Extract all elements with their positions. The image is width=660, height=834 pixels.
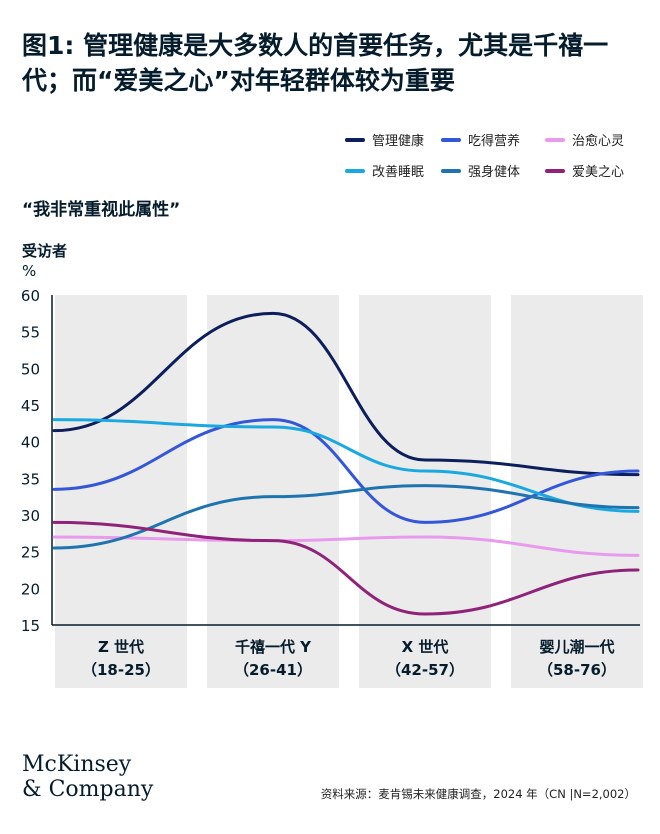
series-line-强身健体 — [52, 484, 640, 550]
category-band — [359, 295, 491, 688]
logo-line-1: McKinsey — [22, 752, 132, 777]
y-tick-label: 50 — [21, 360, 40, 378]
legend: 管理健康 吃得营养 治愈心灵 改善睡眠 强身健体 爱美之心 — [345, 130, 645, 180]
line-chart: 60 55 50 45 40 35 30 25 20 15 Z 世代 （18-25） 千禧一代 Y （26… — [21, 287, 643, 688]
legend-label: 治愈心灵 — [572, 134, 625, 149]
legend-item-改善睡眠: 改善睡眠 — [345, 161, 441, 180]
y-tick-label: 35 — [21, 470, 40, 488]
series-line-改善睡眠 — [52, 418, 640, 513]
x-tick-label: 婴儿潮一代 — [539, 638, 614, 656]
legend-item-强身健体: 强身健体 — [441, 161, 545, 180]
chart-title: 图1: 管理健康是大多数人的首要任务，尤其是千禧一代；而“爱美之心”对年轻群体较… — [22, 31, 609, 95]
y-axis-unit: % — [22, 262, 37, 280]
x-tick-range: （58-76） — [538, 661, 616, 679]
x-tick-label: 千禧一代 Y — [235, 638, 312, 656]
legend-label: 爱美之心 — [572, 165, 625, 180]
category-band — [207, 295, 339, 688]
y-tick-label: 45 — [21, 397, 40, 415]
y-axis-label: 受访者 — [22, 242, 68, 260]
y-tick-label: 60 — [21, 287, 40, 305]
source-note: 资料来源：麦肯锡未来健康调查，2024 年（CN |N=2,002） — [320, 787, 636, 801]
legend-swatch — [345, 168, 365, 173]
y-tick-label: 55 — [21, 324, 40, 342]
logo-line-2: & Company — [22, 777, 154, 802]
y-tick-label: 30 — [21, 507, 40, 525]
legend-swatch — [545, 137, 565, 142]
chart-subtitle: “我非常重视此属性” — [22, 200, 181, 220]
series-line-治愈心灵 — [52, 535, 640, 557]
legend-label: 吃得营养 — [468, 134, 521, 149]
legend-item-管理健康: 管理健康 — [345, 130, 441, 149]
y-tick-label: 25 — [21, 544, 40, 562]
series-line-爱美之心 — [52, 520, 640, 616]
legend-item-治愈心灵: 治愈心灵 — [545, 130, 641, 149]
legend-swatch — [441, 168, 461, 173]
legend-swatch — [441, 137, 461, 142]
legend-swatch — [345, 137, 365, 142]
legend-item-吃得营养: 吃得营养 — [441, 130, 545, 149]
y-tick-label: 15 — [21, 617, 40, 635]
x-tick-range: （26-41） — [234, 661, 312, 679]
mckinsey-logo: McKinsey & Company — [22, 752, 153, 802]
legend-label: 强身健体 — [468, 165, 521, 180]
legend-item-爱美之心: 爱美之心 — [545, 161, 641, 180]
x-tick-label: X 世代 — [402, 638, 449, 656]
x-tick-range: （42-57） — [386, 661, 464, 679]
y-tick-label: 40 — [21, 434, 40, 452]
legend-label: 改善睡眠 — [372, 165, 425, 180]
legend-label: 管理健康 — [372, 134, 425, 149]
x-tick-label: Z 世代 — [98, 638, 144, 656]
y-tick-label: 20 — [21, 580, 40, 598]
legend-swatch — [545, 168, 565, 173]
x-tick-range: （18-25） — [82, 661, 160, 679]
category-band — [55, 295, 187, 688]
series-line-管理健康 — [52, 311, 640, 477]
